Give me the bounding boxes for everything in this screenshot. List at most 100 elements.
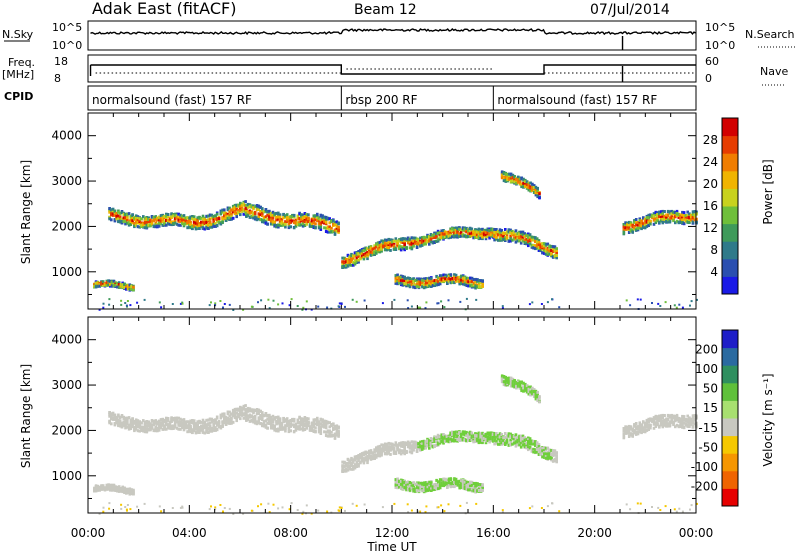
velocity-echo-cell [366, 461, 369, 465]
power-echo-cell [449, 281, 453, 285]
velocity-echo-cell [431, 445, 435, 449]
power-echo-cell [284, 225, 287, 229]
power-echo-cell [196, 216, 199, 220]
power-echo-cell [521, 230, 525, 234]
power-echo-cell [250, 305, 253, 308]
power-echo-cell [131, 217, 134, 220]
velocity-echo-cell [275, 427, 278, 431]
power-echo-cell [523, 241, 527, 244]
power-echo-cell [157, 224, 161, 228]
power-echo-cell [237, 203, 240, 207]
velocity-echo-cell [175, 416, 179, 420]
power-echo-cell [490, 228, 493, 232]
velocity-echo-cell [528, 437, 532, 441]
velocity-echo-cell [519, 438, 523, 442]
power-echo-cell [132, 288, 135, 292]
power-echo-cell [417, 280, 421, 284]
power-echo-cell [319, 214, 323, 218]
velocity-echo-cell [442, 436, 445, 440]
velocity-echo-cell [312, 418, 316, 422]
velocity-echo-cell [493, 442, 496, 446]
power-echo-cell [534, 190, 538, 194]
power-echo-cell [173, 214, 177, 218]
power-echo-cell [661, 212, 665, 216]
power-echo-cell [376, 250, 380, 254]
velocity-echo-cell [493, 438, 496, 442]
power-echo-cell [530, 244, 534, 248]
power-echo-cell [177, 223, 180, 227]
velocity-echo-cell [335, 433, 339, 437]
velocity-echo-cell [392, 443, 396, 447]
velocity-echo-cell [682, 418, 686, 422]
velocity-echo-cell [235, 419, 238, 423]
velocity-echo-cell [253, 409, 257, 412]
power-echo-cell [394, 276, 398, 280]
power-echo-cell [217, 218, 221, 222]
velocity-echo-cell [385, 452, 389, 456]
velocity-echo-cell [521, 443, 525, 447]
velocity-echo-cell [408, 442, 412, 446]
power-echo-cell [301, 219, 305, 223]
power-echo-cell [422, 239, 426, 243]
velocity-echo-cell [287, 430, 291, 434]
velocity-echo-cell [419, 448, 422, 452]
power-echo-cell [305, 220, 308, 224]
velocity-echo-cell [150, 423, 154, 427]
power-echo-cell [484, 233, 488, 237]
power-echo-cell [113, 219, 117, 223]
power-echo-cell [131, 213, 134, 217]
velocity-echo-cell [518, 441, 521, 445]
power-echo-cell [689, 215, 693, 219]
power-echo-cell [636, 226, 640, 230]
power-echo-cell [424, 236, 427, 240]
velocity-echo-cell [335, 429, 339, 432]
velocity-echo-cell [166, 418, 170, 422]
power-echo-cell [140, 217, 143, 221]
power-echo-cell [123, 286, 126, 289]
velocity-echo-cell [124, 426, 127, 430]
velocity-echo-cell [474, 434, 477, 438]
power-echo-cell [476, 278, 479, 282]
power-echo-cell [203, 227, 207, 231]
velocity-echo-cell [527, 438, 530, 442]
power-echo-cell [539, 244, 542, 248]
power-echo-cell [122, 212, 126, 216]
power-echo-cell [479, 236, 482, 240]
power-echo-cell [527, 235, 530, 239]
power-echo-cell [438, 237, 442, 241]
power-echo-cell [430, 277, 433, 281]
velocity-echo-cell [348, 467, 351, 471]
power-echo-cell [467, 284, 470, 288]
velocity-echo-cell [208, 425, 212, 428]
velocity-echo-cell [519, 441, 523, 445]
power-echo-cell [177, 216, 180, 220]
power-echo-cell [367, 252, 371, 256]
velocity-echo-cell [264, 413, 268, 417]
power-echo-cell [184, 220, 188, 224]
power-echo-cell [154, 223, 157, 227]
velocity-echo-cell [380, 453, 383, 457]
velocity-echo-cell [512, 441, 516, 445]
power-echo-cell [316, 212, 319, 216]
velocity-echo-cell [366, 451, 369, 455]
power-echo-cell [527, 232, 530, 236]
power-echo-cell [314, 218, 317, 222]
velocity-echo-cell [399, 442, 403, 446]
velocity-echo-cell [465, 430, 468, 434]
power-echo-cell [668, 216, 672, 220]
power-echo-cell [454, 279, 458, 283]
power-echo-cell [233, 210, 237, 214]
velocity-echo-cell [543, 453, 546, 457]
power-echo-cell [414, 236, 417, 240]
velocity-echo-cell [643, 430, 647, 434]
velocity-echo-cell [323, 430, 326, 434]
power-echo-cell [308, 224, 312, 228]
power-echo-cell [166, 222, 170, 226]
velocity-echo-cell [310, 423, 314, 427]
power-echo-cell [447, 273, 451, 277]
power-echo-cell [275, 218, 278, 222]
velocity-echo-cell [672, 416, 675, 420]
power-echo-cell [191, 225, 194, 228]
velocity-echo-cell [424, 446, 427, 450]
power-echo-cell [528, 236, 532, 240]
